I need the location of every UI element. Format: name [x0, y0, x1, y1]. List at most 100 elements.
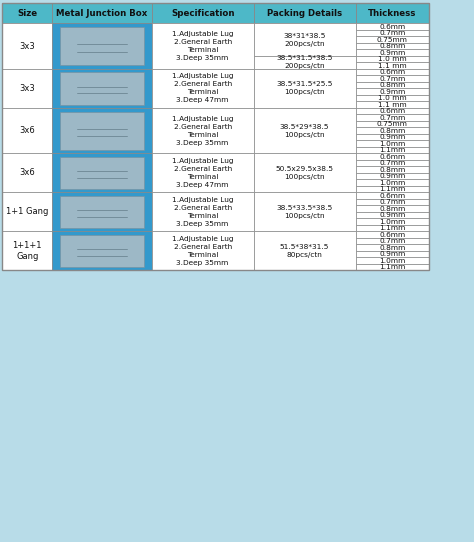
- Bar: [2, 2, 429, 272]
- Bar: [254, 3, 356, 23]
- Bar: [152, 192, 254, 231]
- Bar: [152, 108, 254, 153]
- Text: 0.8mm: 0.8mm: [379, 244, 405, 251]
- Bar: [152, 23, 254, 69]
- Text: 1+1+1
Gang: 1+1+1 Gang: [12, 241, 42, 261]
- Bar: [356, 56, 429, 62]
- Text: 3x6: 3x6: [19, 169, 35, 177]
- Bar: [60, 27, 144, 65]
- Text: Size: Size: [17, 9, 37, 17]
- Text: 0.6mm: 0.6mm: [379, 153, 405, 160]
- Bar: [356, 173, 429, 179]
- Text: 1.1mm: 1.1mm: [379, 186, 405, 192]
- Bar: [356, 30, 429, 36]
- Text: 38.5*29*38.5
100pcs/ctn: 38.5*29*38.5 100pcs/ctn: [280, 124, 329, 138]
- Bar: [356, 49, 429, 56]
- Text: 0.8mm: 0.8mm: [379, 82, 405, 88]
- Text: 38.5*31.5*38.5
200pcs/ctn: 38.5*31.5*38.5 200pcs/ctn: [276, 55, 333, 69]
- Text: Thickness: Thickness: [368, 9, 417, 17]
- Bar: [60, 112, 144, 150]
- Text: 1.1mm: 1.1mm: [379, 264, 405, 270]
- Bar: [356, 205, 429, 212]
- Bar: [356, 108, 429, 114]
- Bar: [152, 3, 254, 23]
- Text: 1.0mm: 1.0mm: [379, 257, 405, 264]
- Bar: [356, 140, 429, 147]
- Text: 1.0 mm: 1.0 mm: [378, 56, 407, 62]
- Bar: [356, 238, 429, 244]
- Bar: [60, 235, 144, 267]
- Text: 0.9mm: 0.9mm: [379, 88, 405, 95]
- Text: 0.8mm: 0.8mm: [379, 43, 405, 49]
- Bar: [356, 82, 429, 88]
- Bar: [356, 134, 429, 140]
- Text: 0.9mm: 0.9mm: [379, 49, 405, 56]
- Text: 1.0mm: 1.0mm: [379, 218, 405, 225]
- Bar: [254, 192, 356, 231]
- Bar: [356, 75, 429, 82]
- Bar: [356, 244, 429, 251]
- Bar: [254, 153, 356, 192]
- Bar: [356, 95, 429, 101]
- Text: 50.5x29.5x38.5
100pcs/ctn: 50.5x29.5x38.5 100pcs/ctn: [275, 166, 334, 180]
- Text: 1.0mm: 1.0mm: [379, 179, 405, 186]
- Bar: [2, 69, 52, 108]
- Text: 1.1mm: 1.1mm: [379, 147, 405, 153]
- Bar: [2, 108, 52, 153]
- Bar: [52, 108, 152, 153]
- Text: Specification: Specification: [171, 9, 234, 17]
- Bar: [52, 3, 152, 23]
- Bar: [254, 56, 356, 69]
- Text: 0.9mm: 0.9mm: [379, 134, 405, 140]
- Text: 1.1 mm: 1.1 mm: [378, 62, 407, 69]
- Bar: [356, 264, 429, 270]
- Text: 3x3: 3x3: [19, 42, 35, 50]
- Text: Metal Junction Box: Metal Junction Box: [56, 9, 147, 17]
- Text: 1.0 mm: 1.0 mm: [378, 95, 407, 101]
- Bar: [60, 72, 144, 105]
- Bar: [356, 179, 429, 186]
- Bar: [356, 147, 429, 153]
- Bar: [254, 69, 356, 108]
- Text: 38.5*33.5*38.5
100pcs/ctn: 38.5*33.5*38.5 100pcs/ctn: [276, 205, 333, 219]
- Bar: [2, 23, 52, 69]
- Text: 3x3: 3x3: [19, 84, 35, 93]
- Bar: [356, 257, 429, 264]
- Text: 0.8mm: 0.8mm: [379, 166, 405, 173]
- Text: 1.Adjustable Lug
2.General Earth
Terminal
3.Deep 35mm: 1.Adjustable Lug 2.General Earth Termina…: [172, 197, 233, 227]
- Bar: [52, 23, 152, 69]
- Bar: [2, 3, 52, 23]
- Bar: [356, 231, 429, 238]
- Bar: [356, 3, 429, 23]
- Bar: [52, 153, 152, 192]
- Bar: [356, 43, 429, 49]
- Text: 1.0mm: 1.0mm: [379, 140, 405, 147]
- Text: 0.6mm: 0.6mm: [379, 23, 405, 30]
- Bar: [356, 127, 429, 134]
- Bar: [152, 153, 254, 192]
- Bar: [152, 69, 254, 108]
- Text: 0.7mm: 0.7mm: [379, 114, 405, 121]
- Bar: [356, 199, 429, 205]
- Text: 38.5*31.5*25.5
100pcs/ctn: 38.5*31.5*25.5 100pcs/ctn: [276, 81, 333, 95]
- Text: Packing Details: Packing Details: [267, 9, 342, 17]
- Text: 1.Adjustable Lug
2.General Earth
Terminal
3.Deep 47mm: 1.Adjustable Lug 2.General Earth Termina…: [172, 73, 233, 104]
- Bar: [356, 36, 429, 43]
- Text: 3x6: 3x6: [19, 126, 35, 135]
- Bar: [356, 166, 429, 173]
- Bar: [356, 23, 429, 30]
- Text: 1+1 Gang: 1+1 Gang: [6, 208, 48, 216]
- Text: 51.5*38*31.5
80pcs/ctn: 51.5*38*31.5 80pcs/ctn: [280, 244, 329, 258]
- Text: 0.7mm: 0.7mm: [379, 160, 405, 166]
- Text: 0.8mm: 0.8mm: [379, 127, 405, 134]
- Bar: [152, 231, 254, 270]
- Bar: [356, 186, 429, 192]
- Bar: [356, 192, 429, 199]
- Bar: [2, 153, 52, 192]
- Text: 0.9mm: 0.9mm: [379, 212, 405, 218]
- Bar: [356, 69, 429, 75]
- Text: 0.6mm: 0.6mm: [379, 231, 405, 238]
- Bar: [60, 157, 144, 189]
- Bar: [356, 153, 429, 160]
- Bar: [356, 212, 429, 218]
